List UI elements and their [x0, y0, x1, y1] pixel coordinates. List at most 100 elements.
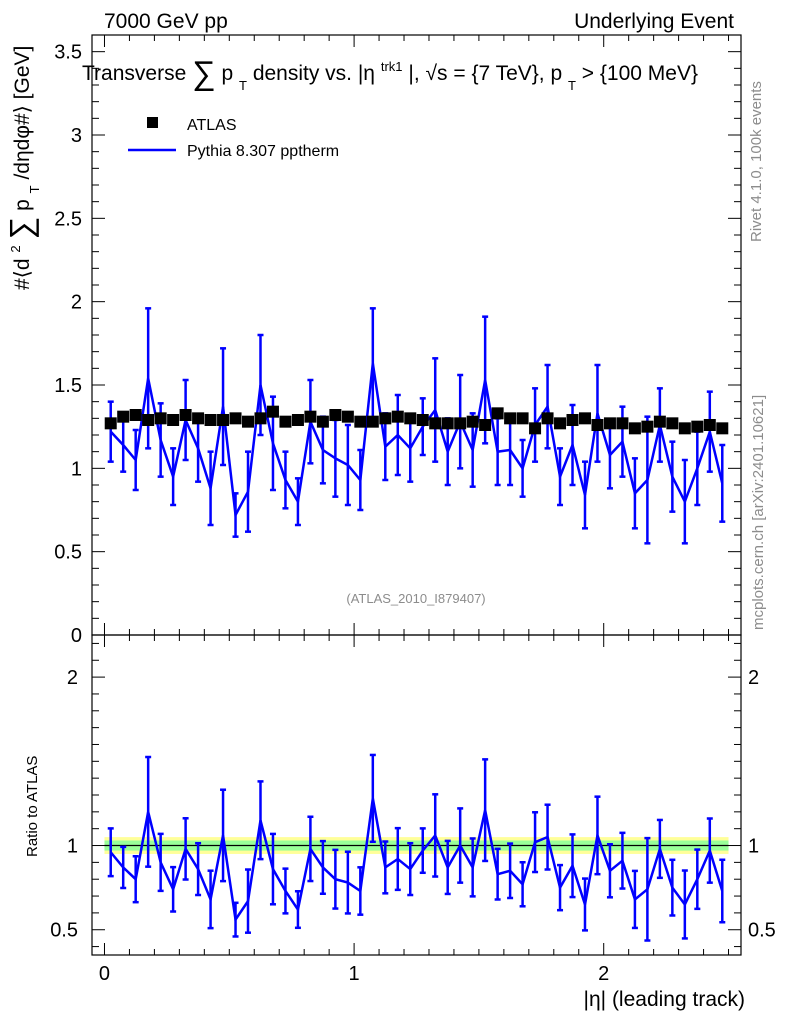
y-tick-label-main: 1	[71, 458, 82, 480]
ratio-tick-label-left: 1	[67, 836, 78, 858]
atlas-point	[242, 415, 255, 428]
x-axis-label: |η| (leading track)	[584, 988, 745, 1011]
atlas-point	[117, 410, 130, 423]
title-sub: T	[239, 78, 247, 93]
y-tick-label-main: 2.5	[54, 208, 82, 230]
atlas-point	[104, 417, 117, 430]
header-right: Underlying Event	[574, 10, 734, 33]
title-sup: trk1	[381, 59, 403, 74]
atlas-point	[404, 412, 417, 425]
atlas-point	[603, 417, 616, 430]
y-tick-label-main: 2	[71, 292, 82, 314]
atlas-point	[204, 414, 217, 426]
atlas-point	[391, 410, 404, 423]
atlas-point	[316, 415, 329, 428]
atlas-point	[491, 407, 504, 420]
atlas-point	[591, 419, 604, 431]
plot-frames	[91, 34, 742, 956]
atlas-point	[454, 417, 467, 430]
title-sub2: T	[568, 78, 576, 93]
ratio-tick-label-right: 2	[748, 667, 759, 689]
title-end: |, √s = {7 TeV}, p	[408, 62, 562, 85]
atlas-point	[167, 414, 180, 426]
atlas-point	[716, 422, 729, 435]
atlas-point	[678, 422, 691, 435]
y-axis-label-ratio: Ratio to ATLAS	[24, 756, 41, 857]
atlas-point	[429, 417, 442, 430]
atlas-point	[291, 414, 304, 426]
ratio-tick-label-left: 0.5	[50, 920, 78, 942]
atlas-point	[154, 412, 167, 425]
legend-mc-label: Pythia 8.307 pptherm	[187, 143, 339, 160]
atlas-point	[578, 412, 591, 425]
atlas-point	[479, 419, 492, 431]
y-tick-label-main: 1.5	[54, 375, 82, 397]
atlas-point	[529, 422, 542, 435]
atlas-point	[516, 412, 529, 425]
atlas-point	[129, 409, 142, 421]
ratio-tick-label-right: 0.5	[748, 920, 776, 942]
axis-ticks	[92, 34, 741, 955]
y-axis-label-main: #⟨d 2 ∑ p T /dηdφ#⟩ [GeV]	[2, 46, 44, 290]
ylabel-part-a: #⟨d	[11, 258, 34, 290]
legend-atlas-label: ATLAS	[187, 117, 237, 134]
atlas-point	[691, 420, 704, 433]
ylabel-part-e: T	[27, 185, 42, 193]
y-tick-label-main: 0	[71, 625, 82, 647]
header-left: 7000 GeV pp	[104, 10, 228, 33]
title-prefix: Transverse	[82, 62, 186, 85]
atlas-point	[703, 419, 716, 431]
atlas-series-main	[104, 405, 729, 435]
title-sum: ∑	[192, 54, 216, 91]
atlas-point	[379, 412, 392, 425]
tick-labels: 0 1 2 0 0.5 1 1.5 2 2.5 3 3.5 0.5 0.5 1 1 2 2	[50, 42, 776, 985]
mc-series-ratio	[107, 753, 726, 942]
atlas-point	[366, 415, 379, 428]
mc-line-main	[109, 363, 724, 520]
atlas-point	[441, 417, 454, 430]
atlas-point	[554, 417, 567, 430]
ratio-panel-frame	[91, 634, 742, 956]
y-tick-label-main: 0.5	[54, 542, 82, 564]
atlas-point	[416, 414, 429, 426]
atlas-point	[566, 414, 579, 426]
ratio-tick-label-left: 2	[67, 667, 78, 689]
atlas-point	[279, 415, 292, 428]
atlas-point	[628, 422, 641, 435]
x-tick-label: 0	[99, 963, 110, 985]
atlas-point	[254, 412, 267, 425]
atlas-point	[142, 414, 155, 426]
atlas-point	[354, 415, 367, 428]
atlas-point	[229, 412, 242, 425]
mc-line-ratio	[109, 798, 724, 924]
atlas-point	[616, 417, 629, 430]
y-tick-label-main: 3	[71, 125, 82, 147]
atlas-point	[641, 420, 654, 433]
atlas-point	[329, 409, 342, 421]
atlas-point	[217, 414, 230, 426]
ylabel-part-f: /dηdφ#⟩ [GeV]	[11, 46, 34, 180]
legend-atlas-marker	[147, 117, 158, 128]
analysis-watermark: (ATLAS_2010_I879407)	[346, 591, 485, 606]
atlas-point	[192, 412, 205, 425]
atlas-point	[541, 412, 554, 425]
atlas-point	[266, 405, 279, 418]
ylabel-part-d: p	[11, 199, 34, 211]
atlas-point	[341, 410, 354, 423]
atlas-point	[304, 410, 317, 423]
title-tail: > {100 MeV}	[582, 62, 698, 85]
atlas-point	[466, 415, 479, 428]
atlas-point	[666, 417, 679, 430]
chart-title: Transverse ∑ p T density vs. |η trk1 |, …	[82, 53, 698, 95]
atlas-point	[504, 412, 517, 425]
x-tick-label: 2	[598, 963, 609, 985]
ratio-tick-label-right: 1	[748, 836, 759, 858]
ylabel-part-c: ∑	[3, 217, 39, 240]
mcplots-label: mcplots.cern.ch [arXiv:2401.10621]	[750, 395, 767, 630]
ylabel-part-b: 2	[8, 245, 23, 252]
atlas-point	[179, 409, 192, 421]
title-mid: density vs. |η	[253, 62, 375, 85]
x-tick-label: 1	[349, 963, 360, 985]
atlas-point	[653, 415, 666, 428]
y-tick-label-main: 3.5	[54, 42, 82, 64]
